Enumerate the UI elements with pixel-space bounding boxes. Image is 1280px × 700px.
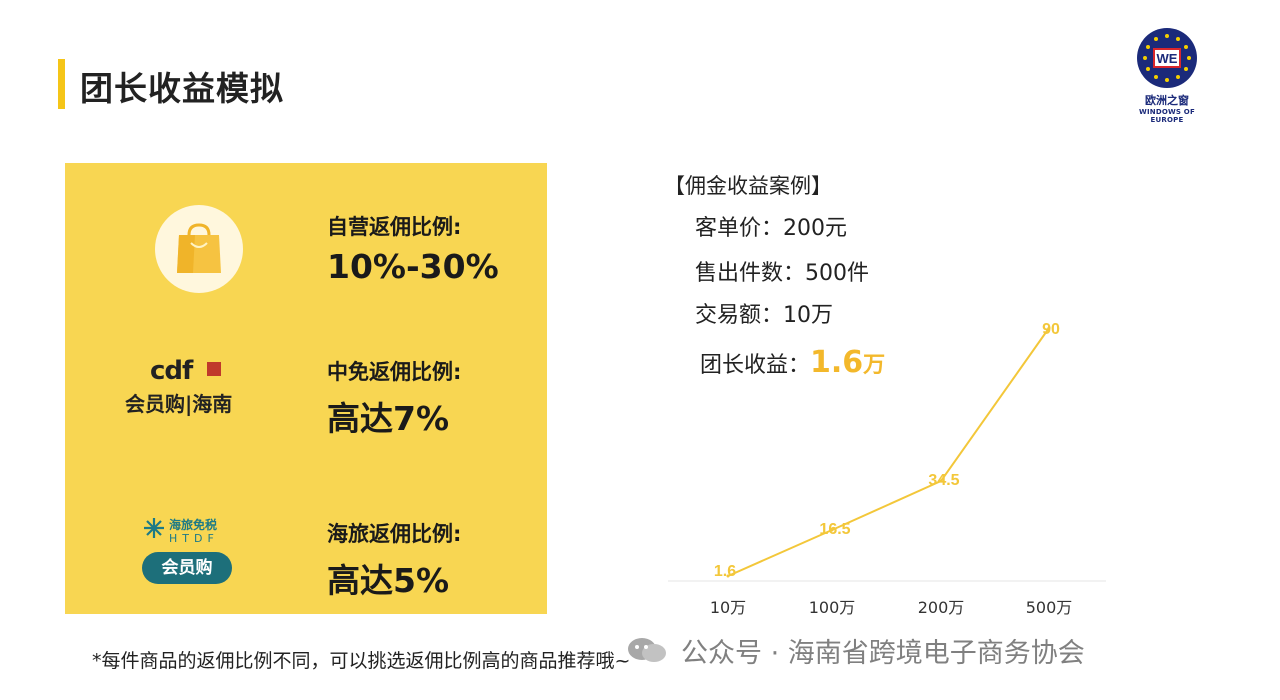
row-cdf: cdf 会员购|海南 中免返佣比例: 高达7% — [65, 348, 547, 468]
data-label: 34.5 — [928, 472, 959, 489]
htdf-member-pill: 会员购 — [142, 552, 232, 584]
profit-value: 1.6 — [810, 345, 864, 380]
x-tick-label: 500万 — [1026, 598, 1073, 617]
wechat-watermark: 公众号 · 海南省跨境电子商务协会 — [625, 630, 1085, 670]
shopping-bag-area — [145, 201, 305, 301]
logo-mark: WE — [1157, 51, 1178, 66]
wechat-icon — [628, 638, 666, 662]
logo-name-en: WINDOWS OF EUROPE — [1139, 108, 1195, 124]
data-point — [939, 479, 943, 483]
cdf-badge-icon — [207, 362, 221, 376]
htdf-brand-name: 海旅免税 — [169, 518, 218, 532]
data-label: 1.6 — [714, 563, 736, 580]
series-line — [727, 327, 1050, 577]
shopping-bag-icon — [155, 205, 243, 293]
case-turnover: 交易额：10万 — [695, 303, 833, 328]
cdf-brand-top: cdf — [150, 356, 193, 386]
eu-stars-logo-icon: WE — [1137, 28, 1197, 88]
case-unit-price: 客单价：200元 — [695, 216, 847, 241]
cdf-logo: cdf 会员购|海南 — [65, 356, 232, 456]
profit-label: 团长收益： — [700, 353, 811, 378]
cdf-brand-bottom: 会员购|海南 — [125, 392, 233, 416]
case-title: 【佣金收益案例】 — [664, 174, 832, 198]
case-units-sold: 售出件数：500件 — [695, 261, 869, 286]
x-tick-label: 200万 — [918, 598, 965, 617]
logo-name-cn: 欧洲之窗 — [1145, 94, 1189, 107]
leader-profit: 团长收益：1.6万 — [700, 345, 885, 380]
htdf-rebate-label: 海旅返佣比例: — [327, 522, 462, 546]
self-rebate-value: 10%-30% — [327, 247, 499, 286]
row-self-operated: 自营返佣比例: 10%-30% — [65, 201, 547, 321]
data-label: 90 — [1042, 321, 1060, 338]
footnote: *每件商品的返佣比例不同，可以挑选返佣比例高的商品推荐哦~ — [92, 650, 631, 672]
x-tick-label: 100万 — [809, 598, 856, 617]
watermark-text: 公众号 · 海南省跨境电子商务协会 — [681, 637, 1085, 669]
htdf-star-icon — [144, 518, 164, 538]
title-accent-bar — [58, 59, 65, 109]
row-htdf: 海旅免税 HTDF 会员购 海旅返佣比例: 高达5% — [65, 510, 547, 630]
self-rebate-label: 自营返佣比例: — [327, 215, 462, 239]
htdf-rebate-value: 高达5% — [327, 561, 450, 600]
data-label: 16.5 — [819, 521, 850, 538]
data-point — [830, 528, 834, 532]
htdf-logo: 海旅免税 HTDF 会员购 — [65, 516, 232, 616]
x-tick-label: 10万 — [710, 598, 746, 617]
data-point — [1047, 326, 1051, 330]
htdf-brand-abbr: HTDF — [169, 532, 219, 545]
data-point — [726, 574, 730, 578]
cdf-rebate-value: 高达7% — [327, 399, 450, 438]
cdf-rebate-label: 中免返佣比例: — [327, 360, 462, 384]
page-title: 团长收益模拟 — [80, 69, 284, 108]
rebate-panel: 自营返佣比例: 10%-30% cdf 会员购|海南 中免返佣比例: 高达7% … — [65, 163, 547, 614]
logo: WE 欧洲之窗 WINDOWS OF EUROPE — [1130, 28, 1204, 124]
profit-unit: 万 — [863, 353, 886, 378]
